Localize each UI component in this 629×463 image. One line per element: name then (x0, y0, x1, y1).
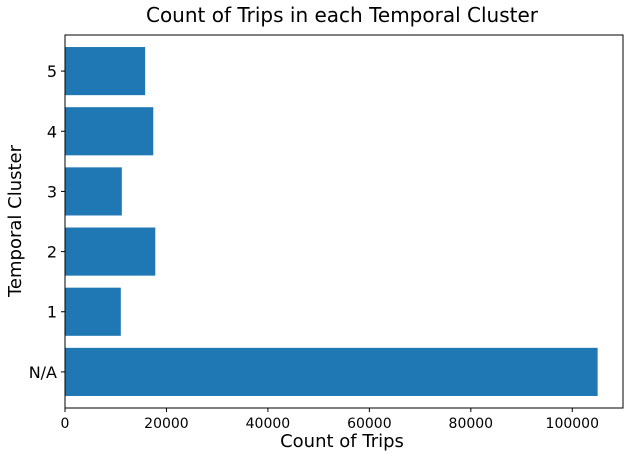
x-tick-label: 80000 (449, 416, 494, 432)
x-axis-ticks: 0 20000 40000 60000 80000 100000 (61, 408, 599, 432)
x-tick-label: 0 (61, 416, 70, 432)
x-tick-label: 100000 (546, 416, 599, 432)
bar-2 (65, 227, 156, 276)
bar-4 (65, 107, 154, 156)
bar-1 (65, 287, 121, 336)
plot-frame (64, 34, 624, 409)
x-tick-label: 40000 (246, 416, 291, 432)
bar-3 (65, 167, 122, 216)
y-axis-ticks: N/A 1 2 3 4 5 (29, 62, 65, 382)
y-tick-label: 3 (47, 182, 57, 201)
y-tick-label: 1 (47, 303, 57, 322)
y-tick-label: 2 (47, 243, 57, 262)
x-tick-label: 20000 (144, 416, 189, 432)
x-axis-label: Count of Trips (280, 431, 404, 452)
bar-5 (65, 47, 146, 96)
y-tick-label: 4 (47, 122, 57, 141)
x-tick-label: 60000 (347, 416, 392, 432)
chart-title: Count of Trips in each Temporal Cluster (146, 3, 539, 27)
y-tick-label: 5 (47, 62, 57, 81)
y-tick-label: N/A (29, 363, 57, 382)
bars-group (65, 47, 598, 396)
y-axis-label: Temporal Cluster (5, 144, 26, 298)
bar-n-a (65, 347, 598, 396)
